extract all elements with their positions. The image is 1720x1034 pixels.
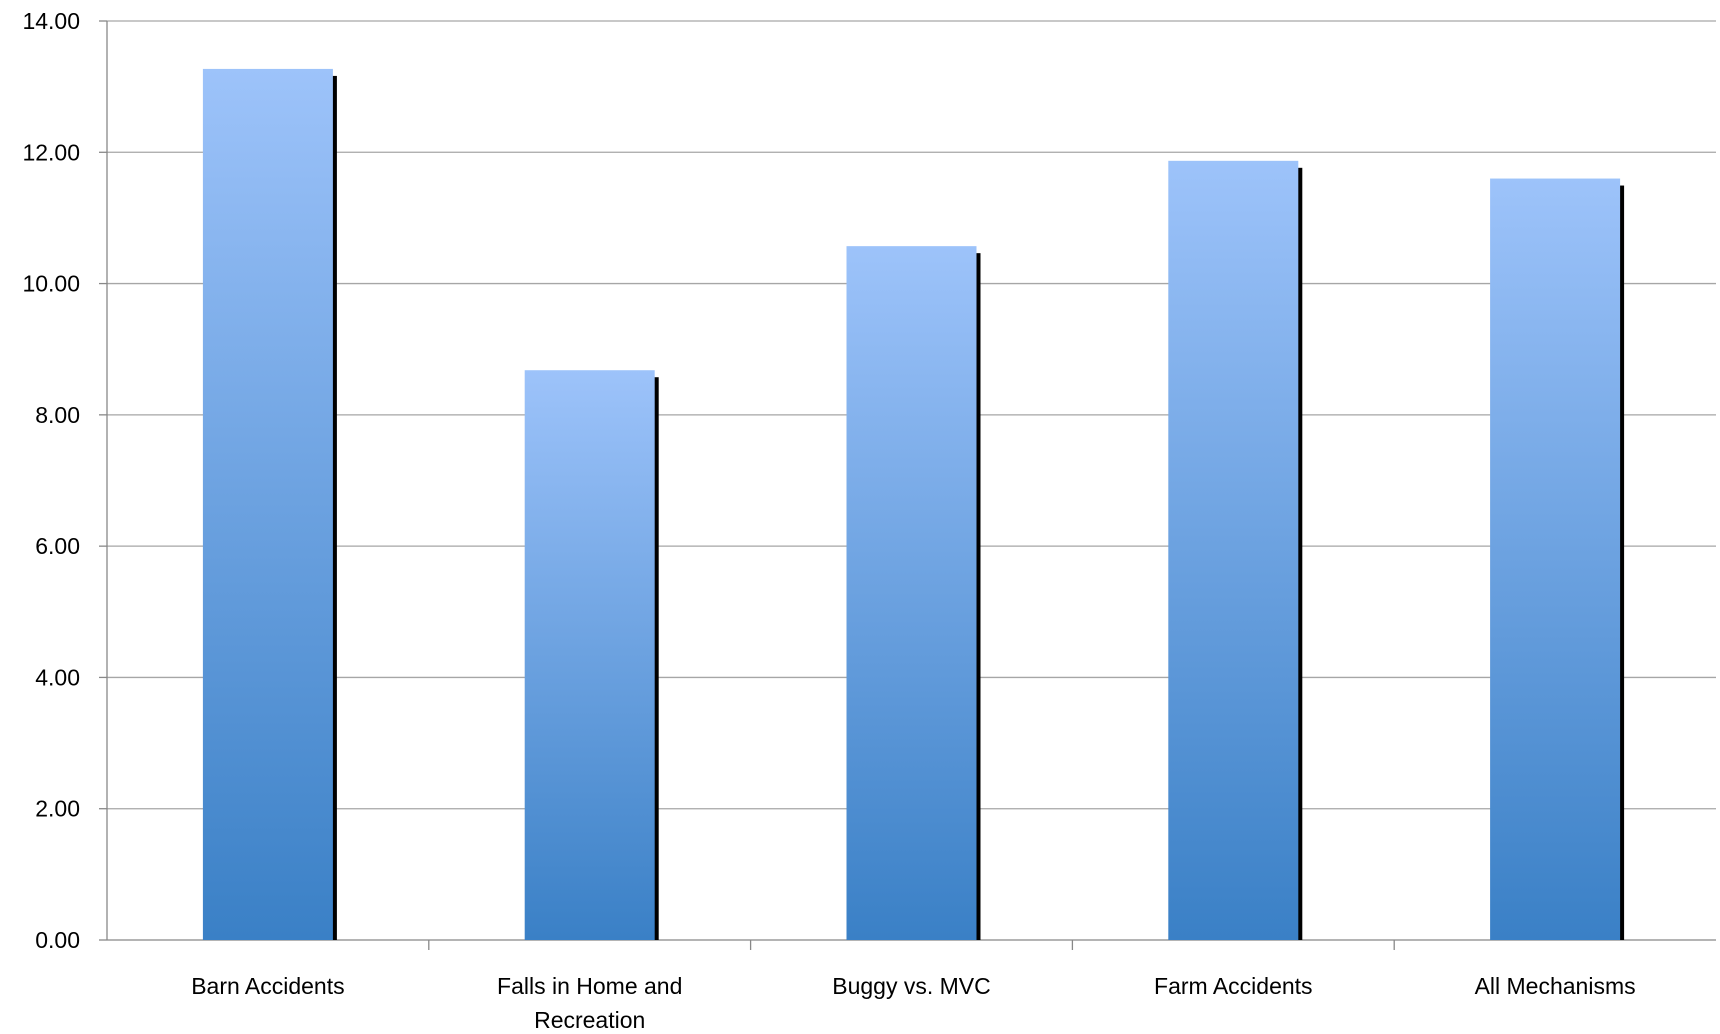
x-tick-labels: Barn Accidents Falls in Home and Recreatio… xyxy=(191,973,1635,1033)
bars xyxy=(202,68,1625,941)
bar-shadow xyxy=(653,377,659,941)
y-tick-label: 10.00 xyxy=(22,271,80,297)
x-tick-label: Farm Accidents xyxy=(1154,973,1313,999)
bar-shadow xyxy=(1619,185,1625,941)
y-tick-label: 14.00 xyxy=(22,8,80,34)
x-tick-label: Falls in Home and xyxy=(497,973,682,999)
x-tick-label: Recreation xyxy=(534,1007,645,1033)
y-tick-label: 12.00 xyxy=(22,139,80,165)
bar xyxy=(202,68,333,940)
x-tick-label: Buggy vs. MVC xyxy=(832,973,991,999)
bar xyxy=(846,246,977,940)
y-tick-label: 0.00 xyxy=(35,927,80,953)
y-tick-labels: 0.00 2.00 4.00 6.00 8.00 10.00 12.00 14.00 xyxy=(22,8,80,953)
bar xyxy=(524,370,655,941)
bar-shadow xyxy=(975,253,981,940)
bar xyxy=(1490,178,1621,941)
y-tick-label: 8.00 xyxy=(35,402,80,428)
bar-shadow xyxy=(331,75,337,940)
bar-shadow xyxy=(1297,167,1303,941)
x-tick-label: All Mechanisms xyxy=(1475,973,1636,999)
y-tick-label: 2.00 xyxy=(35,796,80,822)
x-tick-label: Barn Accidents xyxy=(191,973,344,999)
y-tick-label: 4.00 xyxy=(35,664,80,690)
bar xyxy=(1168,160,1299,941)
y-tick-label: 6.00 xyxy=(35,533,80,559)
